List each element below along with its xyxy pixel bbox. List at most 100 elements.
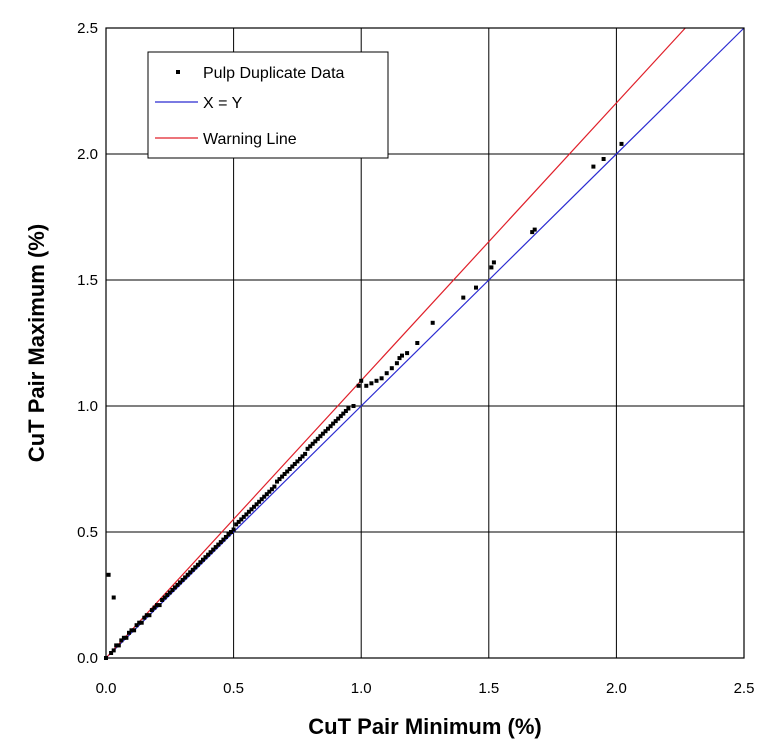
data-point: [167, 590, 172, 595]
data-point: [111, 595, 116, 600]
data-point: [213, 545, 218, 550]
data-point: [400, 353, 404, 358]
data-point: [461, 295, 466, 300]
data-point: [229, 530, 233, 534]
data-point: [221, 537, 226, 542]
data-point: [106, 572, 111, 577]
data-point: [206, 552, 211, 557]
data-point: [331, 421, 336, 426]
y-tick-label: 0.5: [77, 524, 98, 541]
data-point: [178, 580, 182, 585]
data-point: [305, 446, 310, 451]
data-point: [249, 507, 254, 512]
data-point: [315, 436, 320, 441]
data-point: [269, 487, 274, 492]
data-point: [139, 620, 144, 625]
legend-marker-points: [176, 70, 180, 74]
x-tick-label: 0.5: [223, 680, 244, 697]
data-point: [223, 535, 228, 539]
data-point: [198, 560, 203, 565]
data-point: [619, 141, 624, 146]
data-point: [244, 512, 249, 517]
data-point: [430, 320, 435, 325]
data-point: [162, 595, 167, 600]
data-point: [384, 371, 389, 376]
data-point: [333, 419, 338, 424]
y-tick-label: 2.0: [77, 146, 98, 163]
data-point: [379, 376, 384, 381]
y-tick-labels: 0.0 0.5 1.0 1.5 2.0 2.5: [77, 20, 98, 667]
data-point: [180, 577, 185, 582]
legend-label-pulp-duplicate-data: Pulp Duplicate Data: [203, 65, 345, 82]
data-point: [201, 557, 205, 562]
data-point: [111, 648, 116, 653]
data-point: [282, 472, 287, 476]
data-point: [142, 615, 147, 620]
data-point: [272, 484, 277, 489]
data-point: [474, 285, 478, 290]
data-point: [601, 157, 606, 161]
data-point: [323, 429, 328, 434]
data-point: [188, 570, 193, 575]
data-point: [127, 630, 131, 635]
data-point: [119, 638, 124, 643]
data-point: [351, 404, 356, 408]
data-point: [356, 383, 361, 388]
data-point: [211, 547, 216, 552]
legend-label-x-equals-y: X = Y: [203, 95, 243, 112]
data-point: [147, 613, 152, 618]
data-point: [208, 550, 213, 555]
data-point: [346, 406, 351, 411]
data-point: [170, 588, 175, 592]
data-point: [152, 605, 157, 610]
data-point: [190, 567, 195, 572]
data-point: [236, 519, 241, 524]
data-point: [172, 585, 177, 590]
data-point: [129, 628, 134, 633]
data-point: [320, 431, 325, 436]
x-tick-labels: 0.0 0.5 1.0 1.5 2.0 2.5: [96, 680, 755, 697]
plot-frame: [105, 27, 745, 659]
data-point: [246, 509, 251, 514]
legend-box: [147, 51, 389, 159]
data-point: [389, 366, 394, 371]
data-point: [257, 499, 262, 504]
data-point: [295, 459, 300, 464]
series-line-warning-line: [105, 27, 686, 659]
data-point: [287, 467, 292, 471]
data-point: [491, 260, 496, 265]
data-point: [195, 562, 200, 567]
data-point: [298, 456, 302, 461]
data-point: [234, 522, 239, 527]
data-point: [109, 651, 114, 655]
data-point: [134, 623, 139, 628]
data-point: [292, 462, 297, 466]
data-point: [124, 635, 129, 640]
data-point: [277, 477, 282, 482]
data-point: [303, 451, 308, 456]
data-point: [183, 575, 188, 580]
y-tick-label: 1.5: [77, 272, 98, 289]
data-point: [394, 361, 399, 366]
data-point: [313, 439, 318, 444]
data-point: [267, 489, 272, 494]
data-point: [369, 381, 374, 386]
data-point: [310, 441, 315, 446]
series-points: [104, 141, 624, 660]
y-tick-label: 2.5: [77, 20, 98, 37]
data-point: [338, 414, 343, 419]
data-point: [116, 643, 121, 648]
data-point: [175, 582, 180, 587]
x-tick-label: 0.0: [96, 680, 117, 697]
data-point: [165, 593, 170, 597]
data-point: [231, 527, 236, 532]
x-axis-title: CuT Pair Minimum (%): [308, 714, 541, 739]
data-point: [397, 356, 402, 361]
legend-label-warning-line: Warning Line: [203, 131, 297, 148]
data-point: [530, 230, 535, 235]
x-tick-label: 2.0: [606, 680, 627, 697]
data-point: [489, 265, 494, 270]
legend: Pulp Duplicate Data X = Y Warning Line: [147, 51, 389, 159]
data-point: [144, 613, 149, 618]
